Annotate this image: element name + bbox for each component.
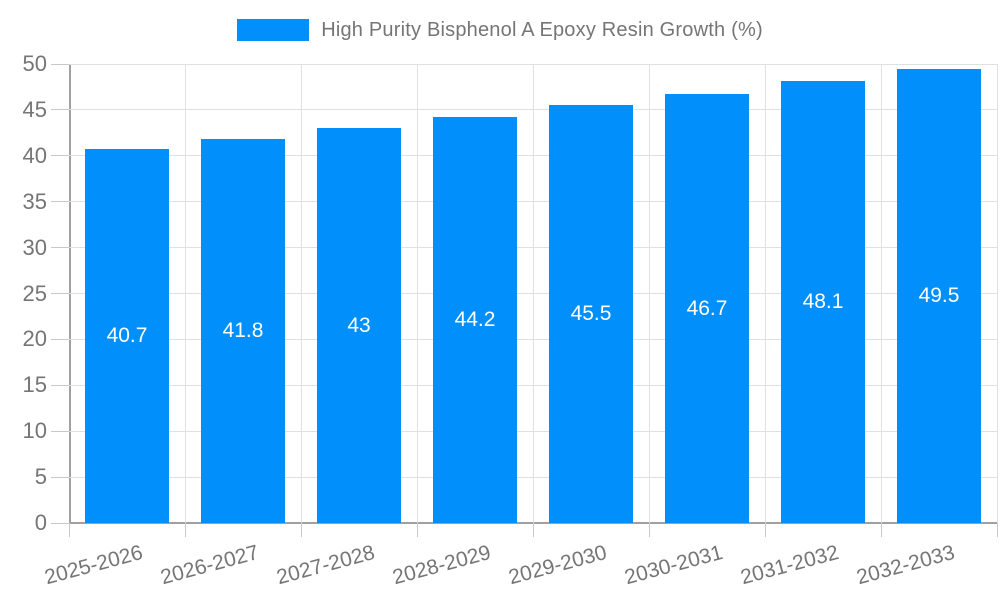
y-tick-mark [51,63,69,65]
y-axis-label: 5 [34,464,47,490]
bar[interactable] [897,68,981,523]
bar[interactable] [781,81,865,523]
bar[interactable] [201,139,285,523]
bar[interactable] [317,128,401,523]
bar-value-label: 45.5 [570,302,612,326]
bar-value-label: 49.5 [918,283,960,307]
x-gridline [764,64,766,523]
y-axis-label: 10 [22,418,47,444]
y-axis-label: 30 [22,234,47,260]
y-axis-label: 50 [22,51,47,76]
y-axis-label: 35 [22,188,47,214]
x-gridline [648,64,650,523]
x-tick-mark [764,523,766,537]
bar-value-label: 40.7 [106,324,148,348]
y-axis-label: 40 [22,142,47,168]
bar[interactable] [549,105,633,523]
y-axis-label: 0 [34,510,47,535]
y-tick-mark [51,384,69,386]
x-tick-mark [416,523,418,537]
x-gridline [996,64,998,523]
x-tick-mark [68,523,70,537]
y-tick-mark [51,247,69,249]
x-tick-mark [184,523,186,537]
bar-value-label: 44.2 [454,308,496,332]
y-tick-mark [51,476,69,478]
bar[interactable] [433,117,517,523]
x-gridline [880,64,882,523]
bar-value-label: 43 [347,313,371,337]
y-tick-mark [51,109,69,111]
x-axis-line [69,522,998,524]
bar-value-label: 41.8 [222,319,264,343]
legend-label: High Purity Bisphenol A Epoxy Resin Grow… [321,18,763,41]
y-tick-mark [51,201,69,203]
bar-value-label: 48.1 [802,290,844,314]
x-gridline [300,64,302,523]
y-axis-label: 15 [22,372,47,398]
chart-legend[interactable]: High Purity Bisphenol A Epoxy Resin Grow… [0,18,1000,42]
bar-value-label: 46.7 [686,296,728,320]
x-tick-mark [300,523,302,537]
legend-swatch-icon [237,19,310,41]
y-tick-mark [51,522,69,524]
y-tick-mark [51,338,69,340]
bar[interactable] [85,149,169,523]
y-tick-mark [51,430,69,432]
x-tick-mark [880,523,882,537]
x-gridline [532,64,534,523]
x-gridline [416,64,418,523]
bar[interactable] [665,94,749,523]
y-axis-label: 20 [22,326,47,352]
x-tick-mark [532,523,534,537]
x-gridline [184,64,186,523]
y-axis-label: 45 [22,96,47,122]
x-tick-mark [648,523,650,537]
y-tick-mark [51,293,69,294]
x-tick-mark [996,523,998,537]
y-tick-mark [51,155,69,157]
y-axis-label: 25 [22,280,47,306]
